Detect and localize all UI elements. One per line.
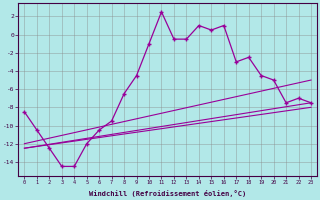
X-axis label: Windchill (Refroidissement éolien,°C): Windchill (Refroidissement éolien,°C) [89, 190, 246, 197]
